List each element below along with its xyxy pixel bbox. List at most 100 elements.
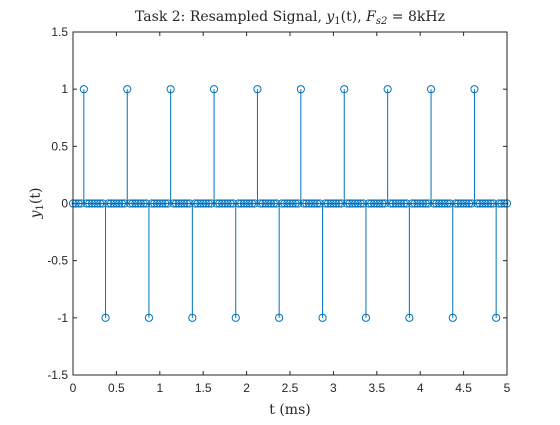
stem-marker bbox=[410, 199, 419, 208]
stem-marker bbox=[445, 199, 455, 208]
stem-marker bbox=[144, 313, 154, 322]
stem-marker bbox=[399, 199, 409, 208]
stem-marker bbox=[443, 199, 452, 208]
stem-marker bbox=[272, 199, 281, 208]
stem-marker bbox=[90, 199, 99, 208]
stem-marker bbox=[451, 199, 460, 208]
stem-marker bbox=[375, 199, 384, 208]
title-prefix: Task 2: Resampled Signal, bbox=[135, 9, 326, 25]
stem-marker bbox=[220, 199, 229, 208]
x-tick-label: 5 bbox=[504, 381, 511, 395]
y-tick-label: -1.5 bbox=[47, 368, 68, 382]
stem-marker bbox=[380, 199, 390, 208]
stem-marker bbox=[82, 199, 91, 208]
stem-marker bbox=[367, 199, 376, 208]
stem-marker bbox=[209, 85, 219, 94]
stem-marker bbox=[353, 199, 362, 208]
stem-marker bbox=[386, 199, 395, 208]
stem-marker bbox=[142, 199, 151, 208]
stem-marker bbox=[120, 199, 129, 208]
stem-marker bbox=[188, 313, 197, 322]
stem-marker bbox=[79, 85, 88, 94]
stem-marker bbox=[418, 199, 428, 208]
stem-marker bbox=[437, 199, 446, 208]
stem-marker bbox=[207, 199, 216, 208]
x-tick-label: 3 bbox=[330, 381, 337, 395]
stem-marker bbox=[426, 85, 436, 94]
chart-title: Task 2: Resampled Signal, y1(t), Fs2 = 8… bbox=[135, 9, 445, 27]
stem-marker bbox=[253, 85, 262, 94]
stem-marker bbox=[204, 199, 213, 208]
title-F: F bbox=[365, 9, 377, 25]
stem-marker bbox=[261, 199, 270, 208]
x-tick-label: 0 bbox=[70, 381, 77, 395]
stem-marker bbox=[294, 199, 303, 208]
stem-marker bbox=[169, 199, 178, 208]
stem-marker bbox=[98, 199, 107, 208]
stem-marker bbox=[361, 313, 371, 322]
title-F-sub: s2 bbox=[376, 16, 388, 27]
stem-marker bbox=[497, 199, 506, 208]
stem-marker bbox=[391, 199, 400, 208]
stem-marker bbox=[299, 199, 308, 208]
stem-marker bbox=[212, 199, 221, 208]
stem-marker bbox=[494, 199, 503, 208]
stem-marker bbox=[231, 313, 240, 322]
y-tick-label: 0.5 bbox=[51, 139, 68, 153]
stem-marker bbox=[201, 199, 211, 208]
stem-marker bbox=[413, 199, 422, 208]
title-rhs: = 8kHz bbox=[387, 9, 445, 25]
x-tick-label: 3.5 bbox=[368, 381, 385, 395]
stem-marker bbox=[470, 85, 479, 94]
stem-marker bbox=[136, 199, 145, 208]
stem-marker bbox=[340, 85, 349, 94]
stem-marker bbox=[239, 199, 248, 208]
stem-marker bbox=[288, 199, 297, 208]
stem-marker bbox=[481, 199, 490, 208]
stem-marker bbox=[190, 199, 200, 208]
stem-marker bbox=[359, 199, 368, 208]
stem-marker bbox=[467, 199, 476, 208]
stem-marker bbox=[332, 199, 341, 208]
stem-marker bbox=[432, 199, 441, 208]
title-y-sub: 1 bbox=[334, 16, 340, 27]
stem-marker bbox=[329, 199, 338, 208]
stem-marker bbox=[112, 199, 121, 208]
stem-marker bbox=[166, 85, 175, 94]
stem-marker bbox=[171, 199, 181, 208]
stem-marker bbox=[93, 199, 102, 208]
stem-marker bbox=[152, 199, 162, 208]
stem-marker bbox=[464, 199, 474, 208]
ylabel-y: y bbox=[28, 209, 44, 219]
stem-marker bbox=[429, 199, 438, 208]
stem-marker bbox=[123, 85, 132, 94]
title-t: (t), bbox=[341, 9, 366, 25]
stem-marker bbox=[155, 199, 164, 208]
stem-marker bbox=[334, 199, 343, 208]
stem-marker bbox=[372, 199, 381, 208]
y-tick-label: 0 bbox=[61, 197, 68, 211]
stem-marker bbox=[134, 199, 143, 208]
x-tick-label: 0.5 bbox=[108, 381, 125, 395]
stem-marker bbox=[456, 199, 465, 208]
x-tick-label: 1.5 bbox=[195, 381, 212, 395]
stem-marker bbox=[101, 313, 110, 322]
stem-marker bbox=[182, 199, 192, 208]
stem-marker bbox=[388, 199, 398, 208]
stem-marker bbox=[245, 199, 254, 208]
stem-marker bbox=[348, 199, 357, 208]
stem-marker bbox=[283, 199, 292, 208]
y-tick-label: 1 bbox=[61, 82, 68, 96]
stem-marker bbox=[478, 199, 487, 208]
stem-marker bbox=[285, 199, 295, 208]
stem-marker bbox=[199, 199, 208, 208]
stem-marker bbox=[351, 199, 360, 208]
stem-marker bbox=[147, 199, 156, 208]
stem-marker bbox=[475, 199, 484, 208]
markers-layer bbox=[68, 85, 512, 322]
stem-marker bbox=[492, 313, 501, 322]
stem-marker bbox=[237, 199, 246, 208]
stem-marker bbox=[74, 199, 83, 208]
stem-marker bbox=[275, 313, 284, 322]
